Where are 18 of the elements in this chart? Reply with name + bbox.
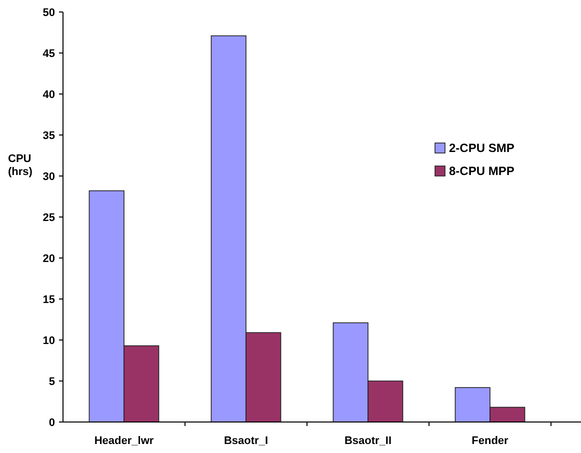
y-tick-label: 0 [48, 416, 55, 429]
y-tick-label: 10 [42, 334, 55, 347]
legend-label: 2-CPU SMP [449, 141, 514, 156]
x-tick-label: Header_lwr [94, 435, 154, 447]
y-tick-label: 25 [42, 212, 55, 224]
y-tick-label: 20 [42, 252, 55, 265]
legend-label: 8-CPU MPP [449, 164, 514, 178]
y-tick-label: 5 [48, 376, 55, 388]
x-tick-label: Fender [472, 435, 510, 447]
y-tick-label: 15 [42, 294, 55, 306]
x-tick-label: Bsaotr_II [344, 435, 392, 447]
y-tick-label: 35 [42, 130, 55, 142]
y-tick-label: 50 [42, 6, 55, 19]
y-tick-label: 45 [42, 48, 55, 60]
y-axis-title: CPU (hrs) [8, 153, 33, 178]
x-tick-label: Bsaotr_I [224, 435, 268, 447]
y-tick-label: 40 [42, 88, 55, 101]
y-tick-label: 30 [42, 170, 55, 183]
